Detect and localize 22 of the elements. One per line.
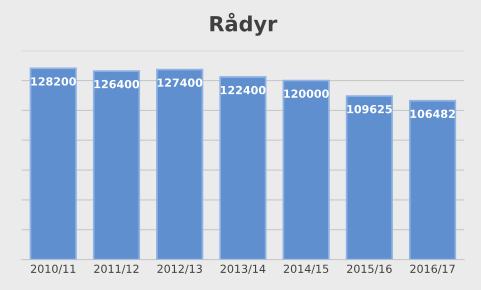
- data-label: 120000: [284, 89, 329, 98]
- chart-title: Rådyr: [210, 12, 278, 36]
- bar: [282, 80, 330, 260]
- data-label: 109625: [347, 104, 392, 114]
- bar: [346, 95, 393, 260]
- x-tick-label: 2014/15: [284, 264, 328, 274]
- bar: [408, 100, 456, 260]
- x-tick-label: 2013/14: [220, 264, 266, 274]
- data-label: 128200: [31, 77, 76, 86]
- data-label: 127400: [158, 78, 202, 87]
- bar: [92, 70, 140, 260]
- data-label: 122400: [220, 86, 266, 94]
- x-tick-label: 2016/17: [410, 264, 455, 274]
- x-tick-label: 2015/16: [347, 264, 392, 274]
- data-label: 106482: [410, 110, 455, 118]
- bar: [30, 68, 77, 260]
- bar: [156, 68, 204, 260]
- x-tick-label: 2012/13: [157, 264, 202, 274]
- x-tick-label: 2010/11: [30, 264, 76, 274]
- bar: [219, 76, 266, 260]
- x-tick-label: 2011/12: [94, 264, 138, 274]
- data-label: 126400: [94, 80, 140, 88]
